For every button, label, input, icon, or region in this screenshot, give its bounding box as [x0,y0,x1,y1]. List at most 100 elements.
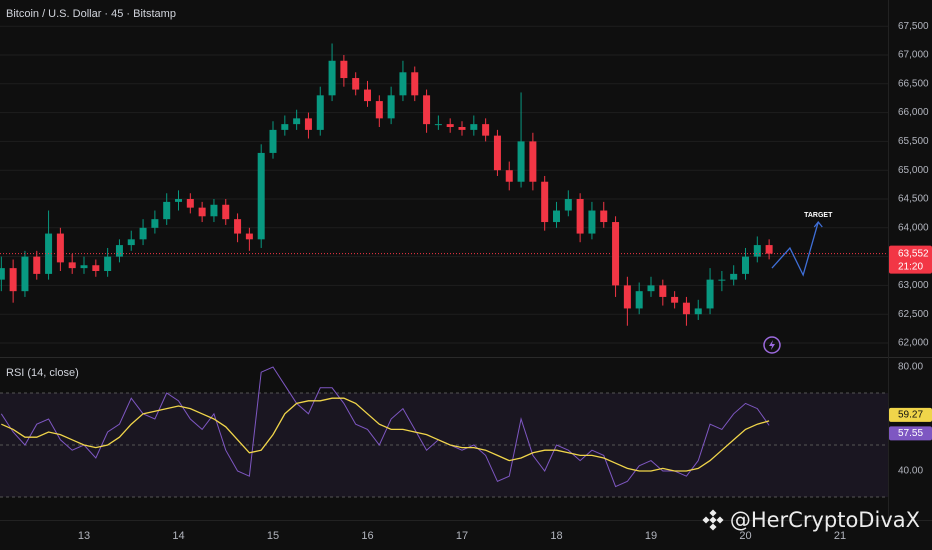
candle-body [0,268,5,280]
candle-body [127,239,135,246]
candle-body [186,199,194,208]
x-tick-label: 18 [550,530,562,542]
candle-body [647,285,655,292]
candle-body [198,207,206,217]
candle-body [446,124,454,128]
candle-body [9,268,17,292]
chart-title: Bitcoin / U.S. Dollar · 45 · Bitstamp [6,8,176,20]
candle-body [175,199,183,202]
last-value-box [889,426,932,441]
candle-body [328,60,336,96]
x-tick-label: 14 [172,530,184,542]
candle-body [210,204,218,217]
candle-body [482,124,490,136]
y-tick-label: 80.00 [898,362,923,373]
candle-body [635,291,643,309]
candle-body [553,210,561,223]
candle-body [375,101,383,119]
candle-body [470,124,478,130]
watermark: @HerCryptoDivaX [702,508,920,532]
candle-body [694,308,702,315]
y-tick-label: 65,500 [898,136,929,147]
grid-layer [0,25,888,498]
candle-body [104,256,112,272]
rsi-title: RSI (14, close) [6,367,79,379]
candle-body [80,265,88,269]
candle-body [340,60,348,79]
annotation-text: TARGET [804,212,833,219]
candle-body [541,181,549,223]
x-tick-label: 17 [456,530,468,542]
y-tick-label: 40.00 [898,466,923,477]
candle-body [517,141,525,182]
y-tick-label: 64,000 [898,222,929,233]
candle-body [493,135,501,171]
candle-body [364,89,372,102]
candle-body [623,285,631,309]
candle-body [21,256,29,292]
candle-body [423,95,431,125]
candle-body [387,95,395,119]
candle-body [316,95,324,130]
last-price-label: 63,552 [898,248,929,259]
x-tick-label: 13 [78,530,90,542]
candle-body [564,199,572,211]
x-tick-label: 21 [834,530,846,542]
candle-body [33,256,41,274]
candle-body [434,124,442,126]
x-tick-label: 19 [645,530,657,542]
y-tick-label: 67,000 [898,50,929,61]
x-tick-label: 20 [739,530,751,542]
rsi-line [1,397,770,472]
candle-body [600,210,608,223]
last-price-box [889,245,932,274]
candle-body [222,204,230,220]
candle-body [269,129,277,153]
candle-body [281,124,289,130]
candle-body [588,210,596,234]
watermark-logo [702,509,724,531]
y-tick-label: 66,000 [898,107,929,118]
candle-body [56,233,64,263]
target-path [771,221,819,277]
candle-body [659,285,667,297]
candle-body [741,256,749,274]
candle-body [293,118,301,125]
candle-body [682,302,690,315]
candle-body [151,219,159,228]
arrow-head [813,220,823,228]
x-tick-label: 16 [361,530,373,542]
x-tick-label: 15 [267,530,279,542]
candle-body [139,227,147,240]
watermark-text: @HerCryptoDivaX [729,508,920,532]
countdown-label: 21:20 [898,261,923,272]
lightning-icon [763,336,781,354]
last-value-label: 57.55 [898,428,923,439]
y-tick-label: 67,500 [898,21,929,32]
y-tick-label: 64,500 [898,194,929,205]
candle-body [576,199,584,234]
y-tick-label: 63,000 [898,280,929,291]
candle-body [399,72,407,96]
y-tick-label: 62,000 [898,338,929,349]
y-tick-label: 62,500 [898,309,929,320]
marks-layer [0,43,888,488]
candle-body [245,233,253,240]
candle-body [718,279,726,281]
y-tick-label: 65,000 [898,165,929,176]
last-value-box [889,407,932,422]
candle-body [92,265,100,272]
candle-body [730,273,738,280]
candle-body [352,78,360,90]
candle-body [257,152,265,240]
candle-body [505,170,513,182]
candle-body [753,245,761,257]
y-tick-label: 66,500 [898,78,929,89]
rsi-line [0,366,770,488]
last-value-label: 59.27 [898,410,923,421]
candle-body [304,118,312,130]
candle-body [706,279,714,309]
